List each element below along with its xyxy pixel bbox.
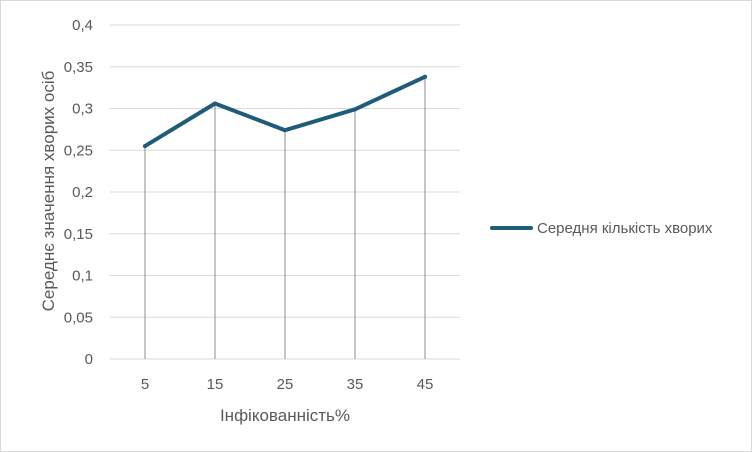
x-tick-label: 5 (141, 376, 149, 393)
data-point (143, 144, 147, 149)
y-tick-label: 0 (85, 351, 93, 368)
y-axis-ticks: 0 0,05 0,1 0,15 0,2 0,25 0,3 0,35 0,4 (64, 17, 93, 368)
x-tick-label: 15 (207, 376, 224, 393)
legend-label: Середня кількість хворих (537, 220, 713, 237)
data-point (213, 101, 217, 106)
x-tick-label: 25 (277, 376, 294, 393)
drop-lines (144, 76, 426, 359)
data-point (353, 107, 357, 112)
y-tick-label: 0,35 (64, 59, 93, 76)
x-tick-label: 35 (347, 376, 364, 393)
x-tick-label: 45 (417, 376, 434, 393)
data-point (423, 74, 427, 79)
series-layer (143, 74, 427, 149)
y-tick-label: 0,05 (64, 309, 93, 326)
y-tick-label: 0,2 (72, 184, 93, 201)
legend: Середня кількість хворих (490, 220, 713, 237)
x-axis-ticks: 5 15 25 35 45 (141, 376, 434, 393)
y-tick-label: 0,15 (64, 226, 93, 243)
y-tick-label: 0,25 (64, 142, 93, 159)
y-tick-label: 0,4 (72, 17, 93, 34)
x-axis-title: Інфікованність% (220, 406, 350, 425)
y-tick-label: 0,1 (72, 268, 93, 285)
y-axis-title: Середнє значення хворих осіб (39, 70, 58, 311)
y-tick-label: 0,3 (72, 101, 93, 118)
data-point (283, 128, 287, 133)
